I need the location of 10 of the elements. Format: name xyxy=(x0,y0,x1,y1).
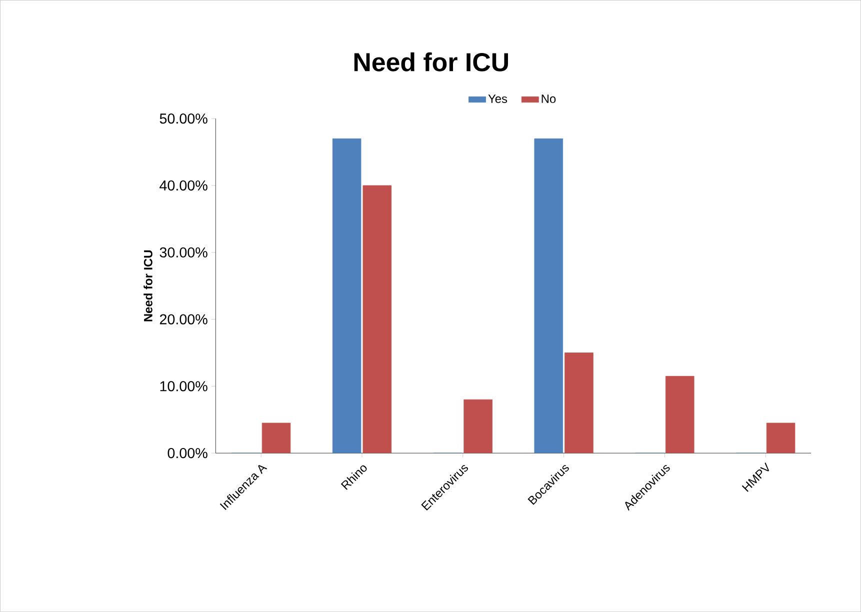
y-tick-label: 0.00% xyxy=(168,448,208,458)
chart-title: Need for ICU xyxy=(354,52,508,72)
y-axis-title: Need for ICU xyxy=(144,250,152,322)
y-tick-label: 20.00% xyxy=(160,314,208,324)
y-tick-label: 10.00% xyxy=(160,381,208,392)
y-tick-label: 30.00% xyxy=(160,247,208,258)
legend-label: Yes xyxy=(488,94,508,103)
y-tick-label: 50.00% xyxy=(160,113,208,124)
legend-label: No xyxy=(542,94,556,103)
y-tick-label: 40.00% xyxy=(160,180,208,191)
